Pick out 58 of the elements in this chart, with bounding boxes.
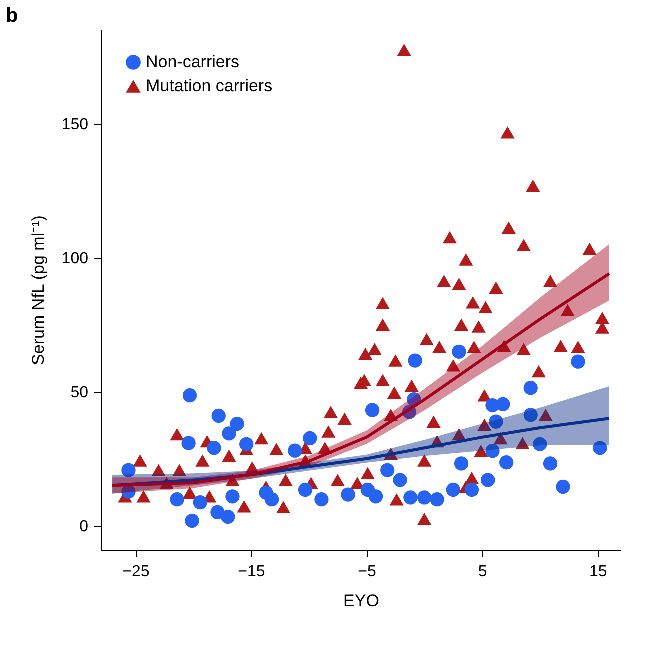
point [417,490,432,505]
x-tick-label: −15 [238,564,266,580]
point [240,437,254,452]
point [122,484,136,499]
point [454,456,469,471]
point [404,490,418,505]
x-tick-label: 15 [589,564,608,580]
point [182,388,198,403]
point [500,456,514,470]
y-tick-label: 50 [70,384,89,402]
point [481,473,496,488]
point [341,488,356,502]
point [222,426,236,441]
point [486,398,500,413]
point [543,456,558,471]
point [170,492,184,507]
point [446,482,461,498]
x-axis-title: EYO [344,592,380,610]
point [122,463,136,478]
point [365,403,380,418]
point [226,490,240,504]
point [182,436,196,450]
y-tick-label: 150 [62,116,89,134]
x-tick-label: 5 [478,564,488,580]
point [193,496,208,510]
point [212,408,226,424]
point [556,480,570,494]
point [408,354,422,368]
point [393,473,408,488]
point [303,431,318,446]
point [230,416,244,432]
legend-label: Mutation carriers [146,76,273,96]
point [489,414,504,429]
point [571,354,586,369]
chart-title: b [6,5,18,27]
point [593,441,608,456]
point [486,444,500,458]
legend-label: Non-carriers [146,52,240,72]
point [452,344,466,359]
point [288,444,302,458]
point [298,482,313,498]
y-axis-title: Serum NfL (pg ml⁻¹) [28,216,48,366]
point [360,482,376,498]
point [430,492,444,507]
point [524,408,538,422]
point [207,441,222,456]
point [264,492,280,507]
y-tick-label: 0 [80,518,89,536]
point [533,437,548,452]
point [314,492,329,507]
point [524,381,538,396]
x-tick-label: −5 [358,564,376,580]
x-tick-label: −25 [122,564,150,580]
point [185,514,200,528]
y-tick-label: 100 [62,250,89,268]
point [380,463,395,478]
point [464,482,480,498]
point [221,510,236,524]
